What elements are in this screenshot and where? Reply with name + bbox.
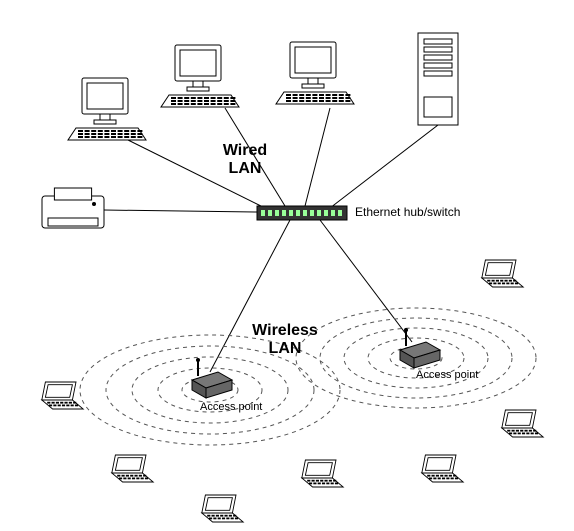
- wired-lan-label-2: LAN: [229, 160, 262, 177]
- ap2-label: Access point: [416, 369, 478, 381]
- ethernet-hub-icon: [257, 206, 347, 220]
- server-icon: [418, 33, 458, 125]
- wireless-lan-label: Wireless: [252, 322, 318, 339]
- wireless-lan-label-2: LAN: [269, 340, 302, 357]
- hub-label: Ethernet hub/switch: [355, 205, 460, 219]
- ap1-label: Access point: [200, 401, 262, 413]
- wired-lan-label: Wired: [223, 142, 267, 159]
